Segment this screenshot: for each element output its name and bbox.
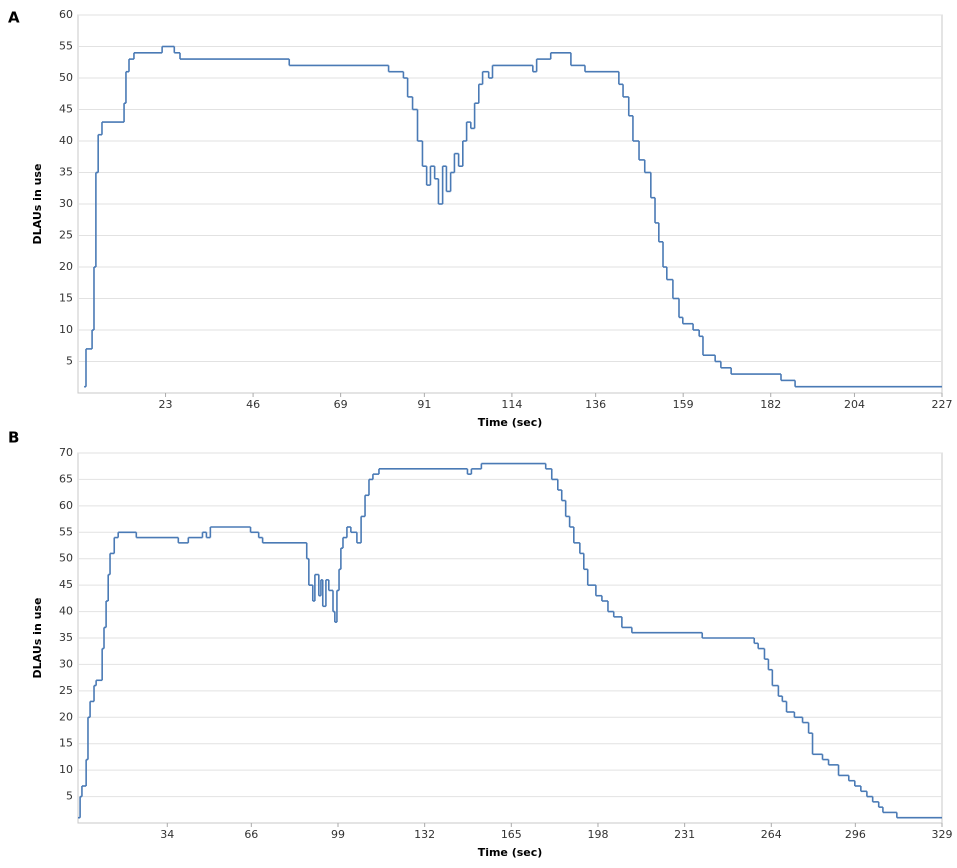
x-tick-label: 136 xyxy=(585,398,606,411)
y-tick-label: 35 xyxy=(59,166,73,179)
x-tick-label: 34 xyxy=(160,828,174,841)
x-tick-label: 231 xyxy=(674,828,695,841)
y-tick-label: 50 xyxy=(59,71,73,84)
y-tick-label: 5 xyxy=(66,355,73,368)
x-tick-label: 66 xyxy=(244,828,258,841)
y-tick-label: 65 xyxy=(59,472,73,485)
panel-label: A xyxy=(8,9,20,27)
y-tick-label: 15 xyxy=(59,737,73,750)
y-tick-label: 20 xyxy=(59,710,73,723)
y-tick-label: 40 xyxy=(59,605,73,618)
y-tick-label: 45 xyxy=(59,103,73,116)
x-tick-label: 114 xyxy=(501,398,522,411)
x-tick-label: 99 xyxy=(331,828,345,841)
x-tick-label: 159 xyxy=(673,398,694,411)
y-tick-label: 25 xyxy=(59,229,73,242)
panel-label: B xyxy=(8,429,19,447)
y-tick-label: 10 xyxy=(59,323,73,336)
y-axis-title: DLAUs in use xyxy=(31,164,44,245)
y-tick-label: 40 xyxy=(59,134,73,147)
y-tick-label: 10 xyxy=(59,763,73,776)
y-tick-label: 30 xyxy=(59,197,73,210)
y-tick-label: 20 xyxy=(59,260,73,273)
y-tick-label: 5 xyxy=(66,790,73,803)
x-tick-label: 23 xyxy=(159,398,173,411)
y-tick-label: 25 xyxy=(59,684,73,697)
x-tick-label: 165 xyxy=(501,828,522,841)
y-tick-label: 45 xyxy=(59,578,73,591)
x-tick-label: 329 xyxy=(932,828,953,841)
y-tick-label: 50 xyxy=(59,552,73,565)
x-tick-label: 132 xyxy=(414,828,435,841)
y-tick-label: 15 xyxy=(59,292,73,305)
x-tick-label: 227 xyxy=(932,398,953,411)
x-axis-title: Time (sec) xyxy=(478,416,543,429)
y-axis-title: DLAUs in use xyxy=(31,598,44,679)
y-tick-label: 60 xyxy=(59,499,73,512)
x-tick-label: 198 xyxy=(587,828,608,841)
x-tick-label: 204 xyxy=(844,398,865,411)
x-tick-label: 264 xyxy=(761,828,782,841)
x-tick-label: 46 xyxy=(246,398,260,411)
y-tick-label: 30 xyxy=(59,657,73,670)
x-axis-title: Time (sec) xyxy=(478,846,543,859)
y-tick-label: 60 xyxy=(59,8,73,21)
x-tick-label: 182 xyxy=(760,398,781,411)
x-tick-label: 296 xyxy=(845,828,866,841)
y-tick-label: 55 xyxy=(59,525,73,538)
y-tick-label: 35 xyxy=(59,631,73,644)
x-tick-label: 69 xyxy=(334,398,348,411)
x-tick-label: 91 xyxy=(417,398,431,411)
y-tick-label: 70 xyxy=(59,446,73,459)
y-tick-label: 55 xyxy=(59,40,73,53)
